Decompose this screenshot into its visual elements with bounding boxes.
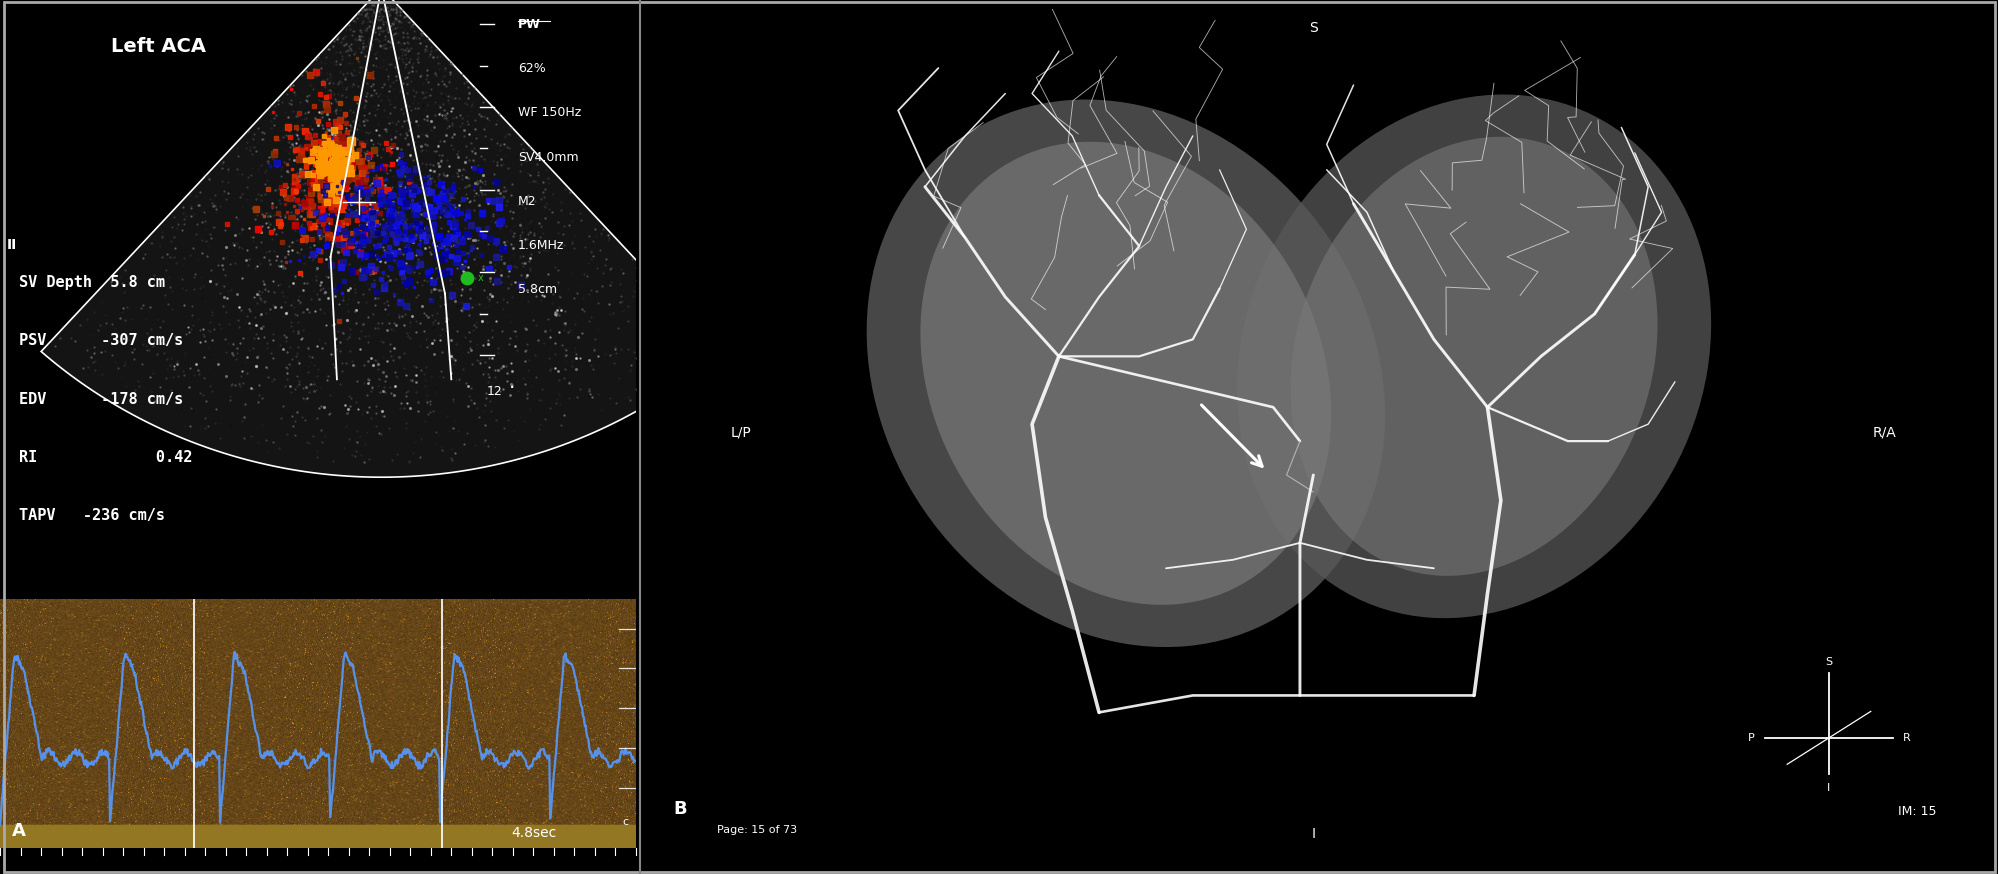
Text: PW: PW xyxy=(517,18,541,31)
Ellipse shape xyxy=(1291,137,1656,576)
Text: Left ACA: Left ACA xyxy=(112,37,206,56)
Text: L/P: L/P xyxy=(731,426,751,440)
Ellipse shape xyxy=(1237,94,1710,618)
Text: II: II xyxy=(6,238,16,252)
Text: IM: 15: IM: 15 xyxy=(1896,805,1936,818)
Text: ·: · xyxy=(507,379,515,399)
Ellipse shape xyxy=(919,142,1331,605)
Text: WF 150Hz: WF 150Hz xyxy=(517,107,581,120)
Text: B: B xyxy=(673,801,687,818)
Text: P: P xyxy=(1748,732,1754,743)
Text: SV Depth  5.8 cm: SV Depth 5.8 cm xyxy=(20,275,166,290)
Text: TAPV   -236 cm/s: TAPV -236 cm/s xyxy=(20,508,166,523)
Text: I: I xyxy=(1826,782,1830,793)
Text: 1.6MHz: 1.6MHz xyxy=(517,239,563,252)
Text: 62%: 62% xyxy=(517,62,545,75)
Text: A: A xyxy=(12,822,26,840)
Text: EDV      -178 cm/s: EDV -178 cm/s xyxy=(20,392,184,406)
Text: PSV      -307 cm/s: PSV -307 cm/s xyxy=(20,334,184,349)
Text: S: S xyxy=(1309,22,1317,36)
Polygon shape xyxy=(42,0,721,477)
Text: RI             0.42: RI 0.42 xyxy=(20,449,192,465)
Text: M2: M2 xyxy=(517,195,535,207)
Text: 5.8cm: 5.8cm xyxy=(517,282,557,295)
Text: R/A: R/A xyxy=(1872,426,1894,440)
Text: I: I xyxy=(1311,828,1315,842)
Text: 4.8sec: 4.8sec xyxy=(511,826,555,840)
Text: 12: 12 xyxy=(486,385,501,399)
Text: c: c xyxy=(621,816,627,827)
Text: x: x xyxy=(478,274,484,283)
Ellipse shape xyxy=(867,100,1385,647)
Text: SV4.0mm: SV4.0mm xyxy=(517,150,577,163)
Text: R: R xyxy=(1902,732,1910,743)
Text: Page: 15 of 73: Page: 15 of 73 xyxy=(717,825,797,836)
Text: S: S xyxy=(1824,656,1832,667)
